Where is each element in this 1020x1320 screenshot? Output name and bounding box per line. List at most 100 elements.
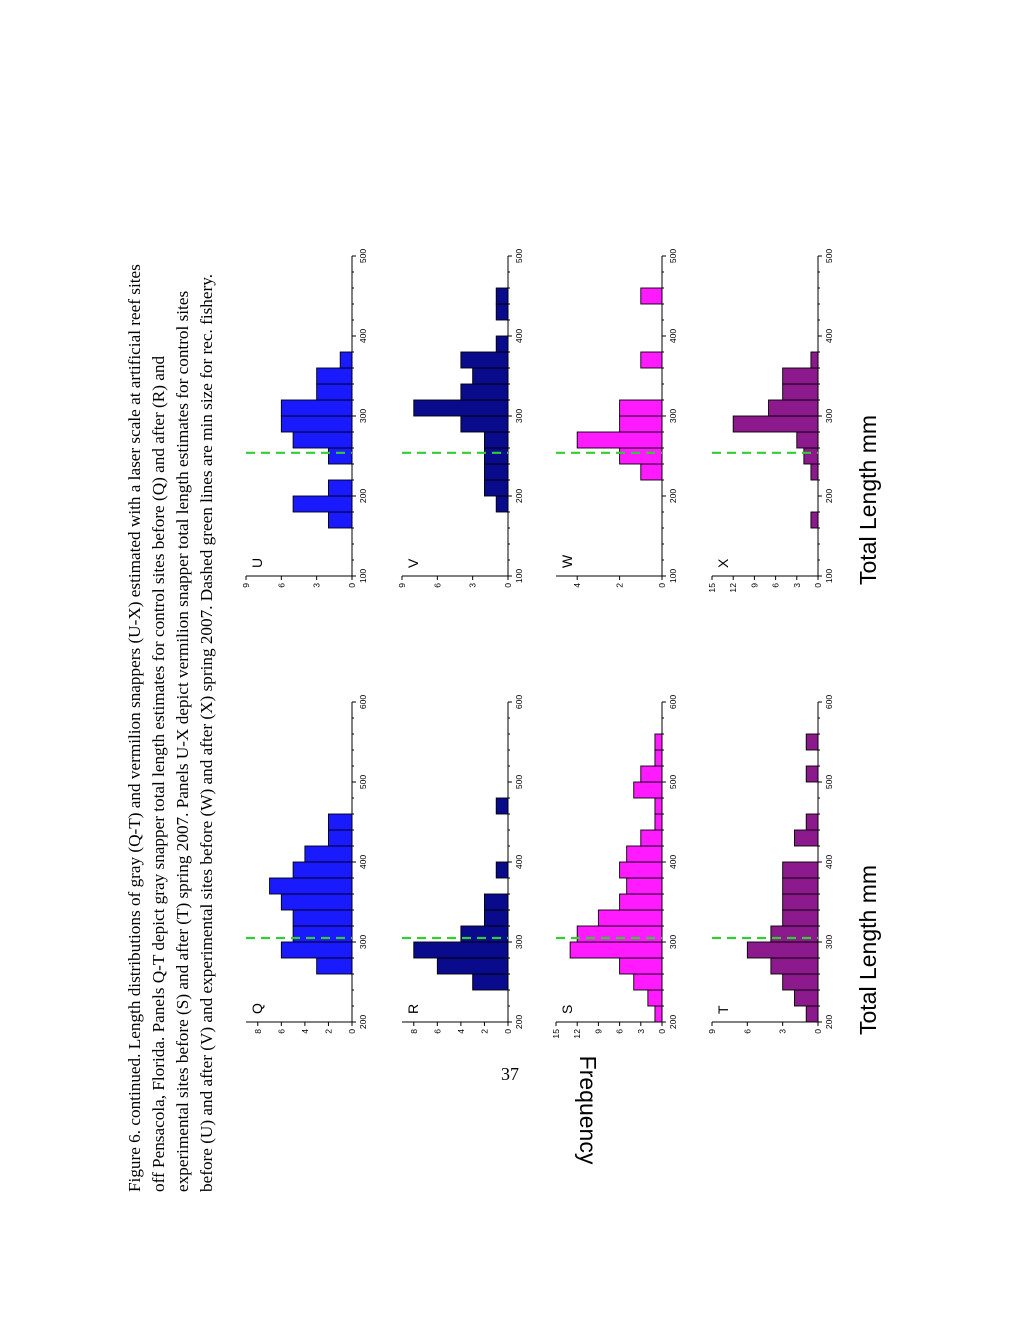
bar-x-240	[803, 447, 819, 465]
bar-x-280	[732, 415, 819, 433]
bar-r-280	[413, 941, 509, 959]
bar-w-260	[576, 431, 663, 449]
x-tick-label: 100	[824, 569, 834, 584]
bar-v-240	[483, 447, 509, 465]
x-axis-label-left: Total Length mm	[855, 865, 881, 1035]
x-tick-label: 500	[514, 249, 524, 264]
bar-w-440	[640, 287, 663, 305]
y-tick-label: 9	[397, 583, 407, 588]
bar-r-460	[495, 797, 509, 815]
bar-t-260	[770, 957, 819, 975]
x-tick-label: 200	[514, 1015, 524, 1030]
y-tick-label: 0	[813, 1029, 823, 1034]
figure-caption: Figure 6. continued. Length distribution…	[125, 264, 216, 1192]
y-tick-label: 0	[657, 1029, 667, 1034]
y-tick-label: 0	[347, 1029, 357, 1034]
x-tick-label: 400	[668, 329, 678, 344]
bar-s-540	[654, 733, 663, 751]
panel-v: 100 200 300 400 500 0 3 6 9 V	[397, 249, 524, 588]
y-tick-label: 6	[432, 1029, 442, 1034]
x-tick-label: 300	[668, 409, 678, 424]
panel-q: 200 300 400 500 600 0 2 4 6 8 Q	[246, 695, 368, 1034]
x-tick-label: 400	[514, 329, 524, 344]
bar-t-200	[805, 1005, 819, 1023]
bar-v-220	[483, 463, 509, 481]
bar-s-300	[576, 925, 663, 943]
bar-v-420	[495, 303, 509, 321]
bar-u-200	[327, 479, 353, 497]
x-tick-label: 500	[358, 249, 368, 264]
bar-x-220	[810, 463, 819, 481]
x-tick-label: 200	[514, 489, 524, 504]
x-tick-label: 400	[358, 855, 368, 870]
x-tick-label: 400	[514, 855, 524, 870]
bar-t-320	[782, 909, 819, 927]
y-tick-label: 0	[503, 583, 513, 588]
x-tick-label: 100	[358, 569, 368, 584]
bar-s-400	[626, 845, 663, 863]
bar-r-240	[472, 973, 509, 991]
bar-u-360	[339, 351, 353, 369]
bar-u-340	[316, 367, 353, 385]
y-tick-label: 0	[813, 583, 823, 588]
panel-label: Q	[249, 1003, 265, 1014]
bar-r-340	[483, 893, 509, 911]
bar-v-260	[483, 431, 509, 449]
rotated-figure: Figure 6. continued. Length distribution…	[125, 249, 881, 1192]
bar-t-340	[782, 893, 819, 911]
y-tick-label: 2	[615, 583, 625, 588]
bar-s-240	[633, 973, 663, 991]
y-tick-label: 15	[707, 583, 717, 593]
x-tick-label: 300	[824, 935, 834, 950]
caption-line-2: off Pensacola, Florida. Panels Q-T depic…	[149, 356, 168, 1192]
caption-line-4: before (U) and after (V) and experimenta…	[197, 274, 216, 1192]
y-tick-label: 9	[241, 583, 251, 588]
x-tick-label: 400	[358, 329, 368, 344]
y-tick-label: 9	[593, 1029, 603, 1034]
bar-x-320	[782, 383, 819, 401]
bar-s-480	[633, 781, 663, 799]
bar-v-340	[472, 367, 509, 385]
y-tick-label: 3	[636, 1029, 646, 1034]
histogram-panels: 20030040050060002468Q2003004005006000246…	[241, 249, 834, 1039]
panel-s: 200 300 400 500 600 0 3 6 9 12 15 S	[551, 695, 678, 1039]
x-tick-label: 200	[824, 489, 834, 504]
x-tick-label: 600	[824, 695, 834, 710]
y-tick-label: 0	[657, 583, 667, 588]
panel-label: T	[715, 1005, 731, 1014]
y-tick-label: 8	[409, 1029, 419, 1034]
bar-s-320	[597, 909, 663, 927]
panel-label: R	[405, 1004, 421, 1014]
y-tick-label: 9	[749, 583, 759, 588]
x-tick-label: 200	[358, 489, 368, 504]
bar-s-380	[619, 861, 663, 879]
bar-w-360	[640, 351, 663, 369]
y-tick-label: 4	[456, 1029, 466, 1034]
bar-q-280	[280, 941, 353, 959]
bar-t-240	[782, 973, 819, 991]
y-tick-label: 4	[300, 1029, 310, 1034]
x-tick-label: 200	[824, 1015, 834, 1030]
bar-t-380	[782, 861, 819, 879]
bar-r-320	[483, 909, 509, 927]
x-tick-label: 100	[514, 569, 524, 584]
bar-u-320	[316, 383, 353, 401]
bar-q-260	[316, 957, 353, 975]
bar-s-220	[647, 989, 663, 1007]
bar-r-380	[495, 861, 509, 879]
panel-w: 100 200 300 400 500 0 2 4 W	[556, 249, 678, 588]
y-tick-label: 3	[468, 583, 478, 588]
y-tick-label: 12	[572, 1029, 582, 1039]
bar-t-420	[793, 829, 819, 847]
bar-x-340	[782, 367, 819, 385]
y-tick-label: 4	[572, 583, 582, 588]
caption-line-3: experimental sites before (S) and after …	[173, 291, 192, 1192]
bar-s-460	[654, 797, 663, 815]
x-axis-label-right: Total Length mm	[855, 415, 881, 585]
bar-r-260	[436, 957, 509, 975]
x-tick-label: 100	[668, 569, 678, 584]
y-tick-label: 6	[276, 583, 286, 588]
bar-v-440	[495, 287, 509, 305]
panel-label: X	[715, 558, 731, 568]
